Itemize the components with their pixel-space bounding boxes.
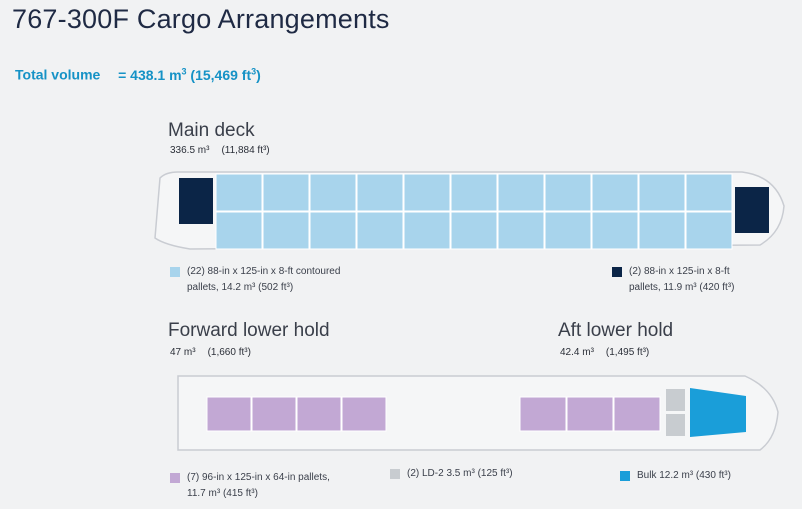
forward-lower-hold-title: Forward lower hold	[168, 320, 330, 341]
main-deck-pallet	[638, 211, 686, 250]
forward-lower-pallet	[251, 396, 297, 432]
main-deck-pallet	[356, 173, 404, 212]
main-deck-pallet	[262, 211, 310, 250]
main-deck-dark-pallet-forward	[179, 178, 213, 224]
main-deck-pallet	[309, 173, 357, 212]
legend-bulk: Bulk 12.2 m³ (430 ft³)	[620, 468, 790, 484]
main-deck-pallet	[544, 211, 592, 250]
aft-lower-pallet	[566, 396, 614, 432]
legend-ld2: (2) LD-2 3.5 m³ (125 ft³)	[390, 466, 570, 482]
main-deck-pallet	[450, 211, 498, 250]
forward-lower-hold-volume: 47 m³ (1,660 ft³)	[170, 347, 251, 358]
legend-light-pallets: (22) 88-in x 125-in x 8-ft contoured pal…	[170, 264, 400, 296]
forward-lower-pallet	[341, 396, 387, 432]
main-deck-pallet	[403, 211, 451, 250]
legend-lower-pallets: (7) 96-in x 125-in x 64-in pallets, 11.7…	[170, 470, 380, 502]
main-deck-pallet	[685, 211, 733, 250]
main-deck-pallet	[497, 173, 545, 212]
main-deck-pallet	[591, 211, 639, 250]
legend-swatch-light	[170, 267, 180, 277]
main-deck-pallet	[638, 173, 686, 212]
ld2-container	[666, 414, 685, 436]
total-volume-label: Total volume	[15, 66, 101, 83]
main-deck-pallet	[591, 173, 639, 212]
main-deck-pallet	[356, 211, 404, 250]
main-deck-pallet	[685, 173, 733, 212]
forward-lower-pallet	[296, 396, 342, 432]
legend-dark-pallets: (2) 88-in x 125-in x 8-ft pallets, 11.9 …	[612, 264, 782, 296]
main-deck-pallet	[450, 173, 498, 212]
total-volume: Total volume = 438.1 m3 (15,469 ft3)	[15, 66, 261, 83]
bulk-compartment	[690, 388, 746, 437]
main-deck-pallet	[497, 211, 545, 250]
main-deck-pallet	[403, 173, 451, 212]
forward-lower-pallet	[206, 396, 252, 432]
aft-lower-hold-volume: 42.4 m³ (1,495 ft³)	[560, 347, 650, 358]
main-deck-dark-pallet-aft	[735, 187, 769, 233]
legend-swatch-ld2	[390, 469, 400, 479]
aft-lower-pallet	[519, 396, 567, 432]
main-deck-pallet	[262, 173, 310, 212]
aft-lower-hold-title: Aft lower hold	[558, 320, 674, 341]
legend-swatch-bulk	[620, 471, 630, 481]
total-volume-value: = 438.1 m3 (15,469 ft3)	[118, 66, 261, 83]
main-deck-title: Main deck	[168, 120, 255, 141]
legend-swatch-lower-pallet	[170, 473, 180, 483]
legend-swatch-dark	[612, 267, 622, 277]
main-deck-pallet	[215, 173, 263, 212]
page-title: 767-300F Cargo Arrangements	[12, 4, 390, 34]
aft-lower-pallet	[613, 396, 661, 432]
main-deck-pallet	[215, 211, 263, 250]
main-deck-pallet	[309, 211, 357, 250]
main-deck-volume: 336.5 m³ (11,884 ft³)	[170, 145, 270, 156]
ld2-container	[666, 389, 685, 411]
main-deck-pallet	[544, 173, 592, 212]
